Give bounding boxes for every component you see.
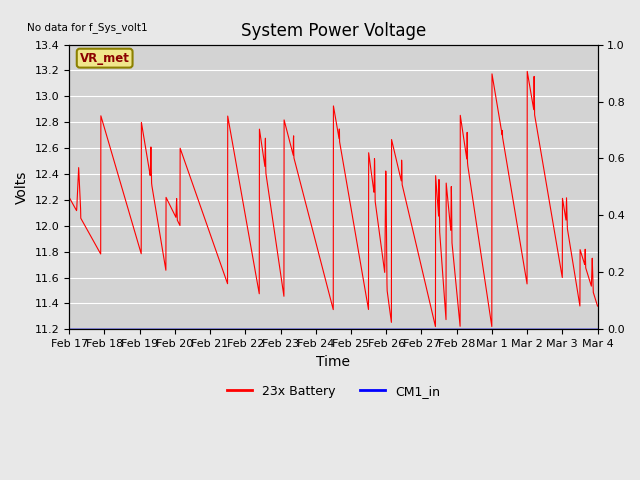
Legend: 23x Battery, CM1_in: 23x Battery, CM1_in	[221, 380, 445, 403]
X-axis label: Time: Time	[316, 355, 350, 369]
Y-axis label: Volts: Volts	[15, 170, 29, 204]
Text: VR_met: VR_met	[80, 52, 129, 65]
Title: System Power Voltage: System Power Voltage	[241, 22, 426, 40]
Text: No data for f_Sys_volt1: No data for f_Sys_volt1	[27, 22, 147, 33]
